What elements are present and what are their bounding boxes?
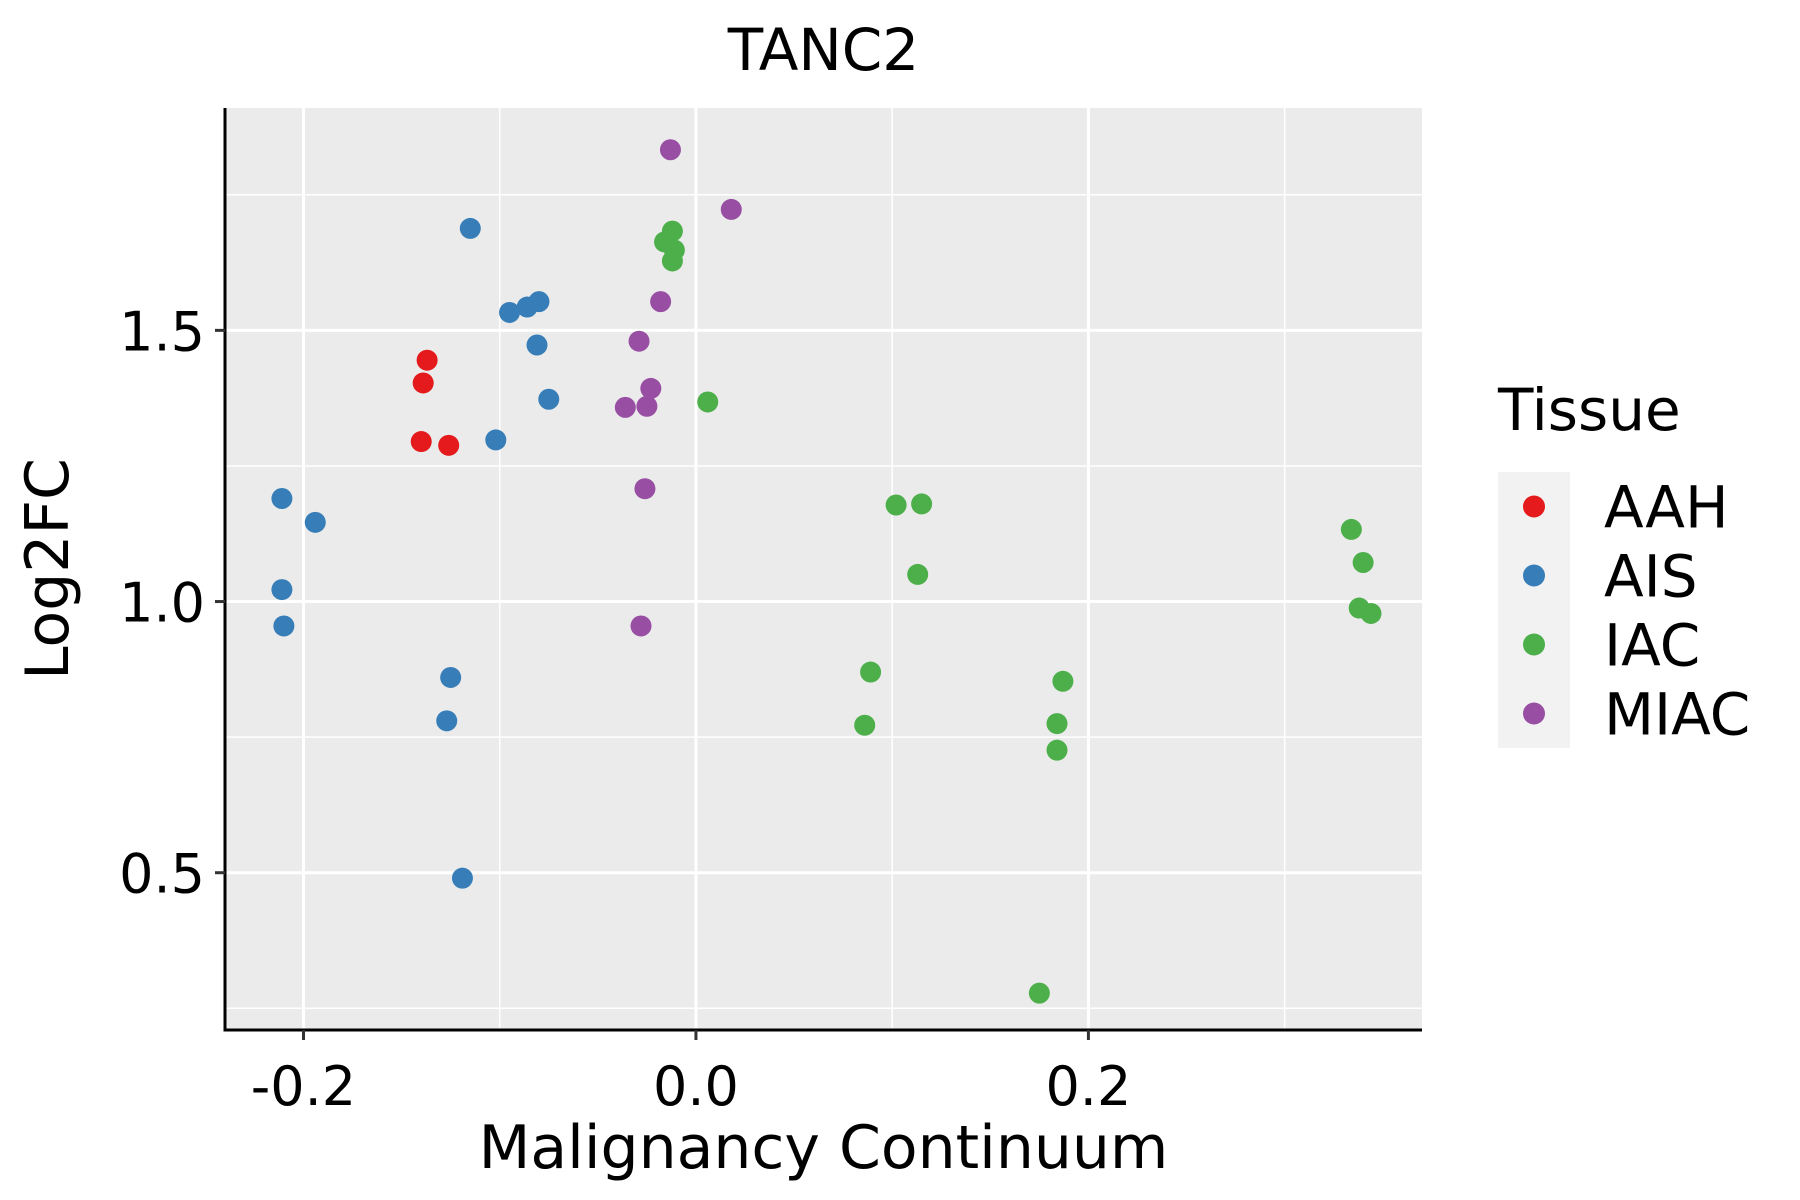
data-point [271,579,293,601]
data-point [911,493,933,515]
data-point [860,661,882,683]
y-tick-label: 1.5 [119,300,205,363]
legend-label: IAC [1604,612,1700,680]
data-point [1046,713,1068,735]
data-point [1046,739,1068,761]
data-point [304,511,326,533]
legend-item-aah: AAH [1523,474,1729,542]
series-iac [654,220,1382,1004]
data-point [640,377,662,399]
legend-swatch [1523,495,1545,518]
y-tick-label: 1.0 [119,572,205,635]
legend-swatch [1523,564,1545,587]
data-point [416,349,438,371]
data-point [1028,982,1050,1004]
legend-item-miac: MIAC [1523,681,1750,749]
x-axis-title: Malignancy Continuum [479,1113,1169,1183]
data-point [697,391,719,413]
data-point [271,487,293,509]
data-point [659,139,681,161]
chart-title: TANC2 [727,16,919,84]
legend-item-ais: AIS [1523,543,1698,611]
plot-panel [225,108,1422,1030]
data-point [636,395,658,417]
data-point [1052,670,1074,692]
data-point [436,710,458,732]
data-point [1360,602,1382,624]
data-point [451,867,473,889]
data-point [628,330,650,352]
data-point [661,250,683,272]
legend-key-background [1498,472,1570,748]
data-point [459,217,481,239]
x-tick-label: -0.2 [251,1055,356,1118]
legend-title: Tissue [1497,376,1681,444]
data-point [650,291,672,313]
data-point [273,615,295,637]
data-point [630,615,652,637]
y-axis-title: Log2FC [13,458,83,680]
data-point [438,434,460,456]
data-point [614,396,636,418]
data-point [634,478,656,500]
legend-swatch [1523,633,1545,656]
data-point [1340,518,1362,540]
data-point [499,301,521,323]
data-point [410,431,432,453]
grid-lines [225,108,1422,1030]
series-miac [614,139,742,637]
data-point [526,334,548,356]
legend-label: AIS [1604,543,1698,611]
x-tick-label: 0.2 [1045,1055,1131,1118]
data-point [1352,551,1374,573]
series-aah [410,349,460,456]
data-point [528,291,550,313]
data-point [440,666,462,688]
data-point [885,494,907,516]
data-point [720,198,742,220]
legend-label: MIAC [1604,681,1750,749]
data-point [538,388,560,410]
x-tick-label: 0.0 [653,1055,739,1118]
data-point [854,714,876,736]
legend-swatch [1523,702,1545,725]
data-point [907,563,929,585]
data-point [485,429,507,451]
y-tick-label: 0.5 [119,843,205,906]
data-point [412,372,434,394]
series-ais [271,217,560,889]
data-points [271,139,1382,1004]
axes: -0.2 0.0 0.2 0.5 1.0 1.5 [119,108,1422,1118]
legend-label: AAH [1604,474,1729,542]
legend-item-iac: IAC [1523,612,1700,680]
